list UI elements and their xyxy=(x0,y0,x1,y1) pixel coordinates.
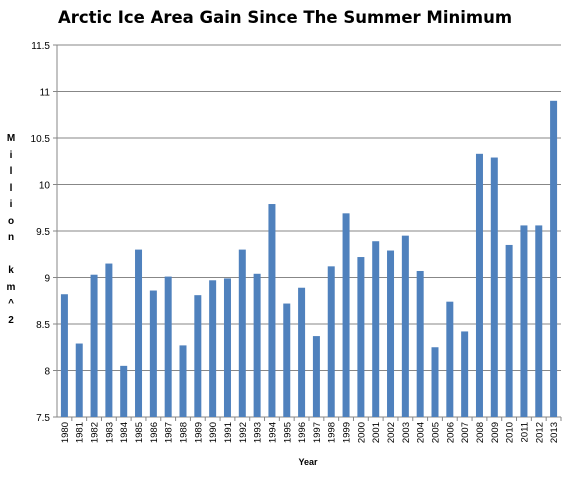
x-tick-label: 1993 xyxy=(253,422,264,443)
y-tick-label: 9.5 xyxy=(36,227,50,238)
bar-1987 xyxy=(164,276,172,417)
bar-1989 xyxy=(194,295,202,417)
x-tick-label: 2007 xyxy=(460,422,471,443)
bar-1991 xyxy=(223,278,231,417)
bar-1995 xyxy=(283,303,291,417)
x-tick-label: 2002 xyxy=(386,422,397,443)
x-tick-label: 1997 xyxy=(312,422,323,443)
x-tick-label: 1998 xyxy=(327,422,338,443)
y-tick-label: 10 xyxy=(39,181,51,192)
x-tick-labels: 1980 1981 1982 1983 1984 1985 1986 1987 1988 1989… xyxy=(60,422,560,443)
y-tick-label: 7.5 xyxy=(36,413,50,424)
y-tick-label: 11.5 xyxy=(31,41,50,52)
bar-2006 xyxy=(446,301,454,417)
bar-2001 xyxy=(372,241,380,417)
bar-2009 xyxy=(490,157,498,417)
x-tick-label: 1999 xyxy=(342,422,353,443)
x-tick-label: 2008 xyxy=(475,422,486,443)
bar-1994 xyxy=(268,204,276,417)
x-tick-label: 2004 xyxy=(416,422,427,443)
y-axis-label-char: i xyxy=(9,149,13,161)
x-tick-label: 1983 xyxy=(104,422,115,443)
bar-1996 xyxy=(298,287,306,417)
x-tick-label: 2013 xyxy=(549,422,560,443)
x-tick-label: 1991 xyxy=(223,422,234,443)
x-tick-label: 1995 xyxy=(282,422,293,443)
bar-1980 xyxy=(60,294,68,417)
y-tick-label: 10.5 xyxy=(31,134,51,145)
bar-2000 xyxy=(357,257,365,417)
y-tick-label: 8.5 xyxy=(36,320,50,331)
y-axis-label-char: o xyxy=(7,215,15,227)
gridlines xyxy=(57,44,561,418)
x-tick-label: 1990 xyxy=(208,422,219,443)
x-tick-label: 2012 xyxy=(534,422,545,443)
y-axis-label-char: n xyxy=(7,232,15,243)
bar-1988 xyxy=(179,345,187,417)
x-tick-label: 2001 xyxy=(371,422,382,443)
bar-2002 xyxy=(387,250,395,417)
x-tick-label: 2003 xyxy=(401,422,412,443)
y-tick-label: 11 xyxy=(40,88,51,99)
x-tick-label: 2009 xyxy=(490,422,501,443)
x-tick-label: 2010 xyxy=(505,422,516,443)
x-tick-label: 1980 xyxy=(60,422,71,443)
bar-1997 xyxy=(312,336,320,417)
bar-1983 xyxy=(105,263,113,417)
x-tick-label: 1988 xyxy=(179,422,190,443)
y-axis-label-char: m xyxy=(6,281,16,293)
bar-1990 xyxy=(209,280,217,417)
y-axis-label-char: i xyxy=(9,199,13,210)
x-tick-label: 1996 xyxy=(297,422,308,443)
x-axis-label: Year xyxy=(298,457,318,467)
bar-1993 xyxy=(253,273,261,417)
y-axis-label-char: 2 xyxy=(8,314,14,326)
y-axis-label-char: l xyxy=(9,166,13,177)
x-tick-label: 1994 xyxy=(267,422,278,443)
bar-1982 xyxy=(90,274,98,417)
bar-1999 xyxy=(342,213,350,417)
x-tick-label: 1982 xyxy=(90,422,101,443)
y-axis-label-char: ^ xyxy=(8,298,14,309)
y-tick-label: 9 xyxy=(44,274,50,285)
bar-2010 xyxy=(505,244,513,417)
x-tick-label: 2011 xyxy=(519,422,530,442)
bar-2004 xyxy=(416,270,424,417)
bar-1984 xyxy=(120,365,128,417)
bar-2013 xyxy=(550,100,558,418)
bars xyxy=(60,100,558,418)
y-axis-label-char: M xyxy=(6,133,16,144)
bar-1981 xyxy=(75,343,83,417)
y-tick-labels: 7.5 8 8.5 9 9.5 10 10.5 11 11.5 xyxy=(31,41,51,424)
x-tick-label: 1992 xyxy=(238,422,249,443)
bar-2008 xyxy=(475,153,483,417)
y-tick-label: 8 xyxy=(44,367,50,378)
chart-title: Arctic Ice Area Gain Since The Summer Mi… xyxy=(57,8,513,27)
axes xyxy=(53,44,562,421)
x-tick-label: 2005 xyxy=(431,422,442,443)
x-tick-label: 1981 xyxy=(75,422,86,443)
x-tick-label: 1987 xyxy=(164,422,175,443)
x-tick-label: 1989 xyxy=(193,422,204,443)
bar-1998 xyxy=(327,266,335,417)
bar-2011 xyxy=(520,225,528,417)
x-tick-label: 2000 xyxy=(356,422,367,443)
bar-1985 xyxy=(135,249,143,417)
x-tick-label: 2006 xyxy=(445,422,456,443)
bar-2003 xyxy=(401,235,409,417)
bar-1986 xyxy=(149,290,157,417)
y-axis-label-char: l xyxy=(9,182,13,194)
bar-2007 xyxy=(461,331,469,417)
bar-2005 xyxy=(431,347,439,417)
x-tick-label: 1984 xyxy=(119,422,130,443)
bar-2012 xyxy=(535,225,543,417)
x-tick-label: 1985 xyxy=(134,422,145,443)
x-tick-label: 1986 xyxy=(149,422,160,443)
y-axis-label-char: k xyxy=(8,265,14,276)
bar-1992 xyxy=(238,249,246,417)
